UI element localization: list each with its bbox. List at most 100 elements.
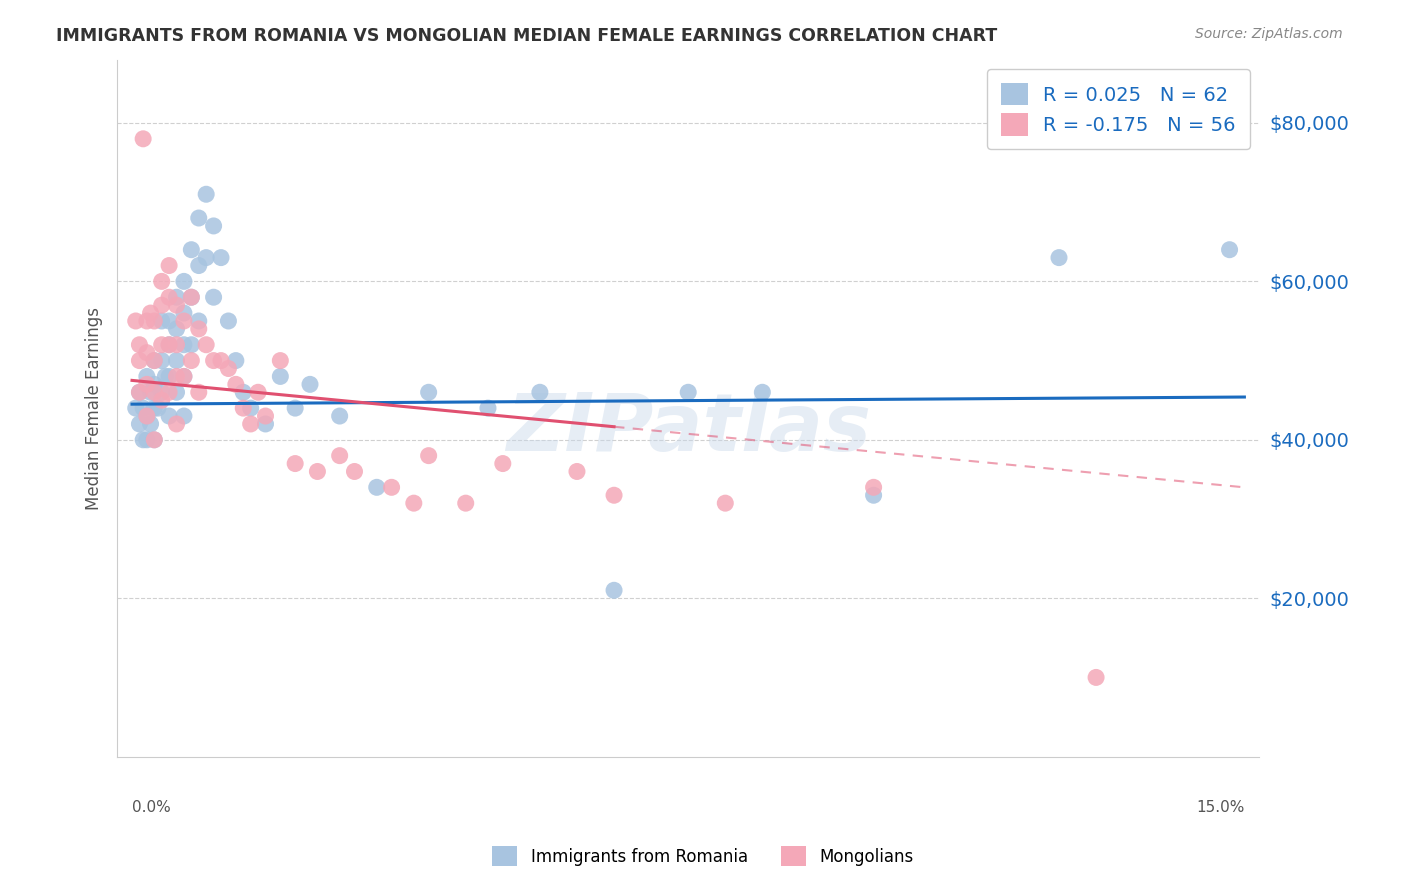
Point xyxy=(714,496,737,510)
Point xyxy=(143,377,166,392)
Point xyxy=(166,337,188,351)
Point xyxy=(132,401,155,416)
Point xyxy=(157,337,180,351)
Point xyxy=(180,243,202,257)
Point xyxy=(166,353,188,368)
Point xyxy=(166,417,188,431)
Point xyxy=(195,187,218,202)
Point xyxy=(402,496,425,510)
Point xyxy=(132,433,155,447)
Point xyxy=(529,385,551,400)
Point xyxy=(195,251,218,265)
Point xyxy=(366,480,388,494)
Point xyxy=(128,385,150,400)
Point xyxy=(146,401,169,416)
Point xyxy=(157,314,180,328)
Point xyxy=(139,306,162,320)
Point xyxy=(209,251,232,265)
Point xyxy=(477,401,499,416)
Point xyxy=(157,409,180,423)
Point xyxy=(135,409,157,423)
Point xyxy=(1219,243,1241,257)
Point xyxy=(139,385,162,400)
Point xyxy=(180,290,202,304)
Point xyxy=(1047,251,1070,265)
Point xyxy=(343,465,366,479)
Point xyxy=(225,353,247,368)
Point xyxy=(187,322,209,336)
Point xyxy=(166,369,188,384)
Point xyxy=(155,369,177,384)
Text: ZIPatlas: ZIPatlas xyxy=(506,390,870,468)
Point xyxy=(157,290,180,304)
Point xyxy=(143,401,166,416)
Point xyxy=(143,353,166,368)
Text: IMMIGRANTS FROM ROMANIA VS MONGOLIAN MEDIAN FEMALE EARNINGS CORRELATION CHART: IMMIGRANTS FROM ROMANIA VS MONGOLIAN MED… xyxy=(56,27,997,45)
Point xyxy=(298,377,321,392)
Point xyxy=(128,353,150,368)
Point xyxy=(157,337,180,351)
Point xyxy=(676,385,699,400)
Point xyxy=(128,337,150,351)
Point xyxy=(269,369,291,384)
Point xyxy=(150,353,173,368)
Point xyxy=(143,433,166,447)
Point xyxy=(166,290,188,304)
Point xyxy=(132,132,155,146)
Point xyxy=(128,385,150,400)
Point xyxy=(187,314,209,328)
Point xyxy=(180,337,202,351)
Point xyxy=(150,274,173,288)
Legend: Immigrants from Romania, Mongolians: Immigrants from Romania, Mongolians xyxy=(484,838,922,875)
Point xyxy=(232,385,254,400)
Point xyxy=(751,385,773,400)
Point xyxy=(239,401,262,416)
Point xyxy=(202,219,225,233)
Point xyxy=(135,433,157,447)
Point xyxy=(209,353,232,368)
Point xyxy=(492,457,515,471)
Point xyxy=(157,385,180,400)
Point xyxy=(202,353,225,368)
Point xyxy=(603,583,626,598)
Point xyxy=(225,377,247,392)
Point xyxy=(166,385,188,400)
Point xyxy=(135,377,157,392)
Text: Source: ZipAtlas.com: Source: ZipAtlas.com xyxy=(1195,27,1343,41)
Point xyxy=(173,274,195,288)
Point xyxy=(157,259,180,273)
Point xyxy=(381,480,404,494)
Point xyxy=(135,314,157,328)
Point xyxy=(195,337,218,351)
Point xyxy=(150,337,173,351)
Point xyxy=(603,488,626,502)
Y-axis label: Median Female Earnings: Median Female Earnings xyxy=(86,307,103,509)
Point xyxy=(247,385,270,400)
Point xyxy=(217,314,239,328)
Point xyxy=(329,449,352,463)
Text: 15.0%: 15.0% xyxy=(1197,800,1244,815)
Point xyxy=(173,369,195,384)
Point xyxy=(239,417,262,431)
Point xyxy=(143,433,166,447)
Point xyxy=(173,369,195,384)
Point xyxy=(143,314,166,328)
Point xyxy=(269,353,291,368)
Point xyxy=(418,385,440,400)
Point xyxy=(125,314,148,328)
Point xyxy=(217,361,239,376)
Point xyxy=(180,353,202,368)
Point xyxy=(150,393,173,408)
Point xyxy=(173,306,195,320)
Point xyxy=(1085,670,1108,684)
Legend: R = 0.025   N = 62, R = -0.175   N = 56: R = 0.025 N = 62, R = -0.175 N = 56 xyxy=(987,70,1250,149)
Point xyxy=(143,385,166,400)
Point xyxy=(139,417,162,431)
Point xyxy=(135,409,157,423)
Point xyxy=(187,211,209,225)
Point xyxy=(135,369,157,384)
Point xyxy=(254,417,277,431)
Point xyxy=(454,496,477,510)
Point xyxy=(862,480,884,494)
Point xyxy=(862,488,884,502)
